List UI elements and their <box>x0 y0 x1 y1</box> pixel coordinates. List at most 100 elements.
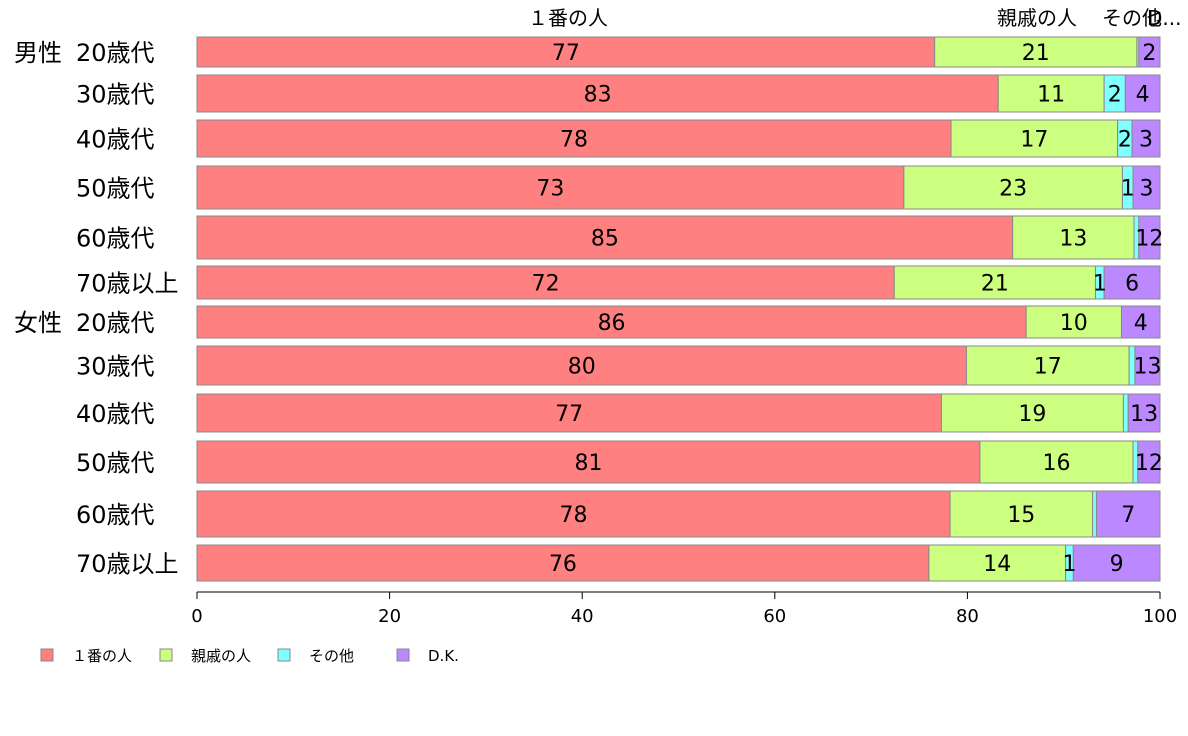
bar-segment <box>934 36 1138 68</box>
bar-segment <box>196 119 952 158</box>
bar-segment <box>1025 305 1122 339</box>
data-label: 17 <box>1034 355 1062 380</box>
series-top-label: D... <box>1147 6 1181 30</box>
bar-segment <box>893 265 1096 300</box>
data-label: 3 <box>1139 128 1153 153</box>
legend-swatch <box>396 648 410 662</box>
data-label: 77 <box>555 402 583 427</box>
data-label: 72 <box>532 272 560 297</box>
bar-segment <box>1132 165 1161 210</box>
data-label: 7 <box>1121 503 1135 528</box>
data-label: 2 <box>1118 128 1132 153</box>
data-label: 2 <box>1142 41 1156 66</box>
bar-segment <box>196 215 1014 260</box>
legend-swatch <box>40 648 54 662</box>
data-label: 85 <box>591 227 619 252</box>
legend-label: その他 <box>309 647 354 665</box>
x-tick-label: 100 <box>1143 606 1177 627</box>
bar-segment <box>1012 215 1135 260</box>
x-tick-label: 60 <box>763 606 786 627</box>
bar-segment <box>949 490 1094 538</box>
data-label: 21 <box>981 272 1009 297</box>
data-label: 86 <box>598 311 626 336</box>
category-label: 50歳代 <box>76 175 155 203</box>
data-label: 16 <box>1042 451 1070 476</box>
category-label: 60歳代 <box>76 225 155 253</box>
bar-segment <box>1103 265 1161 300</box>
data-label: 6 <box>1125 272 1139 297</box>
bar-segment <box>1134 345 1161 386</box>
data-label: 13 <box>1130 402 1158 427</box>
legend-label: D.K. <box>428 647 459 665</box>
bar-segment <box>979 440 1134 484</box>
top-labels-layer: １番の人 親戚の人 その他D... <box>528 6 1181 30</box>
data-label: 1 <box>1093 272 1107 297</box>
data-label: 11 <box>1037 83 1065 108</box>
data-label: 2 <box>1108 83 1122 108</box>
x-tick-label: 0 <box>191 606 202 627</box>
series-top-label: 親戚の人 <box>997 6 1077 30</box>
bar-segment <box>196 305 1027 339</box>
bar-segment <box>1095 490 1161 538</box>
group-label: 男性 <box>14 39 62 67</box>
category-label: 30歳代 <box>76 353 155 381</box>
x-tick-label: 20 <box>378 606 401 627</box>
category-label: 60歳代 <box>76 501 155 529</box>
bar-segment <box>196 490 951 538</box>
data-label: 78 <box>560 128 588 153</box>
data-label: 83 <box>584 83 612 108</box>
category-label: 30歳代 <box>76 81 155 109</box>
bar-segment <box>196 440 981 484</box>
bar-segment <box>928 544 1067 582</box>
data-label: 4 <box>1134 311 1148 336</box>
data-label: 78 <box>560 503 588 528</box>
x-axis: 0 20 40 60 80 100 <box>191 591 1177 627</box>
data-label: 14 <box>983 552 1011 577</box>
data-label: 17 <box>1020 128 1048 153</box>
bar-segment <box>1138 215 1161 260</box>
bar-segment <box>1138 36 1161 68</box>
bar-segment <box>903 165 1123 210</box>
bar-segment <box>965 345 1130 386</box>
bar-segment <box>997 74 1105 113</box>
data-label: 77 <box>552 41 580 66</box>
bar-segment <box>1137 440 1161 484</box>
legend-swatch <box>159 648 173 662</box>
bar-segment <box>1092 490 1097 538</box>
series-top-label: １番の人 <box>528 6 608 30</box>
data-label: 13 <box>1059 227 1087 252</box>
data-label: 80 <box>568 355 596 380</box>
bar-segment <box>196 74 999 113</box>
legend-label: 親戚の人 <box>191 647 251 665</box>
data-label: 19 <box>1018 402 1046 427</box>
category-label: 20歳代 <box>76 39 155 67</box>
bar-segment <box>196 165 905 210</box>
data-label: 10 <box>1060 311 1088 336</box>
data-label: 81 <box>574 451 602 476</box>
data-label: 23 <box>999 177 1027 202</box>
data-label: 3 <box>1140 177 1154 202</box>
bar-segment <box>1120 305 1161 339</box>
legend-swatch <box>277 648 291 662</box>
x-tick-label: 80 <box>956 606 979 627</box>
data-label: 73 <box>536 177 564 202</box>
bar-segment <box>1127 393 1161 433</box>
row-labels-layer: 20歳代 30歳代 40歳代 50歳代 60歳代 70歳以上 20歳代 30歳代 40歳代 50歳… <box>14 39 179 578</box>
data-label: 15 <box>1007 503 1035 528</box>
group-label: 女性 <box>14 309 62 337</box>
series-top-label: その他 <box>1102 6 1162 30</box>
data-label: 4 <box>1136 83 1150 108</box>
category-label: 50歳代 <box>76 449 155 477</box>
data-label: 12 <box>1135 227 1163 252</box>
bars-layer <box>196 36 1161 582</box>
data-label: 1 <box>1121 177 1135 202</box>
bar-segment <box>196 36 936 68</box>
data-label: 1 <box>1062 552 1076 577</box>
category-label: 70歳以上 <box>76 270 179 298</box>
category-label: 40歳代 <box>76 400 155 428</box>
data-label: 13 <box>1133 355 1161 380</box>
bar-segment <box>1122 393 1129 433</box>
data-label: 12 <box>1135 451 1163 476</box>
